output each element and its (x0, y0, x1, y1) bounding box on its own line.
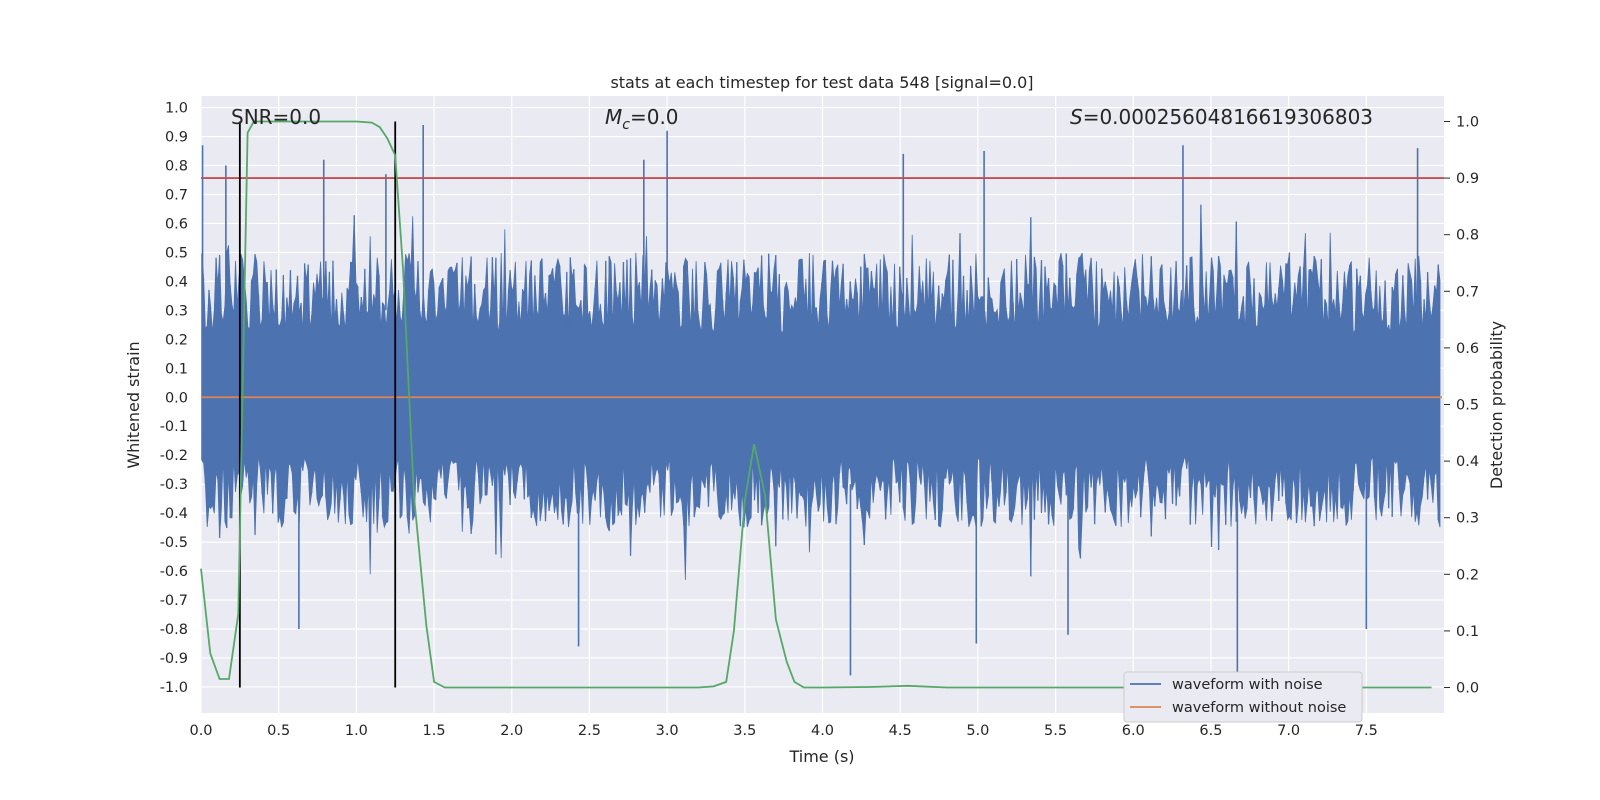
axis-ticks: 0.0 0.5 1.0 1.5 2.0 2.5 3.0 3.5 4.0 4.5 5.0 5.5 6.0 6… (160, 101, 1479, 739)
y2-tick-label: 0.8 (1456, 228, 1479, 244)
x-tick-label: 5.0 (966, 723, 989, 739)
legend-box (1123, 671, 1363, 723)
x-tick-label: 4.0 (811, 723, 834, 739)
x-tick-label: 5.5 (1044, 723, 1067, 739)
y-tick-label: 1.0 (165, 101, 188, 117)
y-tick-label: 0.4 (165, 274, 188, 290)
x-tick-label: 3.0 (656, 723, 679, 739)
x-tick-label: 2.5 (578, 723, 601, 739)
y-tick-label: 0.9 (165, 130, 188, 146)
y-tick-label: -1.0 (160, 680, 188, 696)
s-symbol: S (1070, 105, 1083, 129)
overlay-lines (200, 120, 1444, 689)
y-tick-label: -0.2 (160, 448, 188, 464)
snr-annotation: SNR=0.0 (231, 105, 321, 129)
x-tick-label: 6.0 (1122, 723, 1145, 739)
chart-title: stats at each timestep for test data 548… (610, 73, 1033, 92)
y-tick-label: 0.0 (165, 390, 188, 406)
y-tick-label: 0.7 (165, 187, 188, 203)
y-tick-label: 0.3 (165, 303, 188, 319)
detection-probability-line (200, 120, 1432, 689)
y-tick-label: -0.3 (160, 477, 188, 493)
y2-tick-label: 0.9 (1456, 171, 1479, 187)
x-tick-label: 7.0 (1277, 723, 1300, 739)
y-tick-label: 0.2 (165, 332, 188, 348)
y2-tick-label: 0.4 (1456, 454, 1479, 470)
mc-subscript: c (622, 117, 630, 133)
y2-axis-label: Detection probability (1487, 321, 1506, 489)
y2-tick-label: 0.1 (1456, 624, 1479, 640)
x-tick-label: 0.0 (189, 723, 212, 739)
x-tick-label: 6.5 (1199, 723, 1222, 739)
x-tick-label: 3.5 (733, 723, 756, 739)
y-tick-label: -0.6 (160, 564, 188, 580)
y-tick-label: -0.9 (160, 651, 188, 667)
y2-tick-label: 0.6 (1456, 341, 1479, 357)
mc-symbol: M (605, 105, 622, 129)
y-tick-label: 0.8 (165, 159, 188, 175)
y-tick-label: 0.6 (165, 216, 188, 232)
x-tick-label: 4.5 (889, 723, 912, 739)
y-axis-label: Whitened strain (124, 341, 143, 468)
x-tick-label: 0.5 (267, 723, 290, 739)
y2-tick-label: 0.0 (1456, 681, 1479, 697)
y-tick-label: -0.5 (160, 535, 188, 551)
legend-label-waveform-with-noise: waveform with noise (1172, 677, 1323, 693)
chirp-mass-annotation: Mc=0.0 (605, 105, 679, 133)
legend-label-waveform-without-noise: waveform without noise (1172, 700, 1346, 716)
y-tick-label: -0.8 (160, 622, 188, 638)
x-tick-label: 1.5 (423, 723, 446, 739)
y2-tick-label: 0.5 (1456, 398, 1479, 414)
x-tick-label: 7.5 (1355, 723, 1378, 739)
y-tick-label: 0.1 (165, 361, 188, 377)
y2-tick-label: 0.7 (1456, 284, 1479, 300)
y-tick-label: -0.7 (160, 593, 188, 609)
mc-value: =0.0 (630, 105, 679, 129)
x-tick-label: 2.0 (500, 723, 523, 739)
y-tick-label: 0.5 (165, 245, 188, 261)
legend: waveform with noise waveform without noi… (1123, 671, 1363, 723)
x-axis-label: Time (s) (788, 747, 854, 766)
s-annotation: S=0.00025604816619306803 (1070, 105, 1373, 129)
y-tick-label: -0.4 (160, 506, 188, 522)
y2-tick-label: 0.3 (1456, 511, 1479, 527)
y2-tick-label: 1.0 (1456, 114, 1479, 130)
y2-tick-label: 0.2 (1456, 567, 1479, 583)
s-value: =0.00025604816619306803 (1083, 105, 1373, 129)
x-tick-label: 1.0 (345, 723, 368, 739)
y-tick-label: -0.1 (160, 419, 188, 435)
